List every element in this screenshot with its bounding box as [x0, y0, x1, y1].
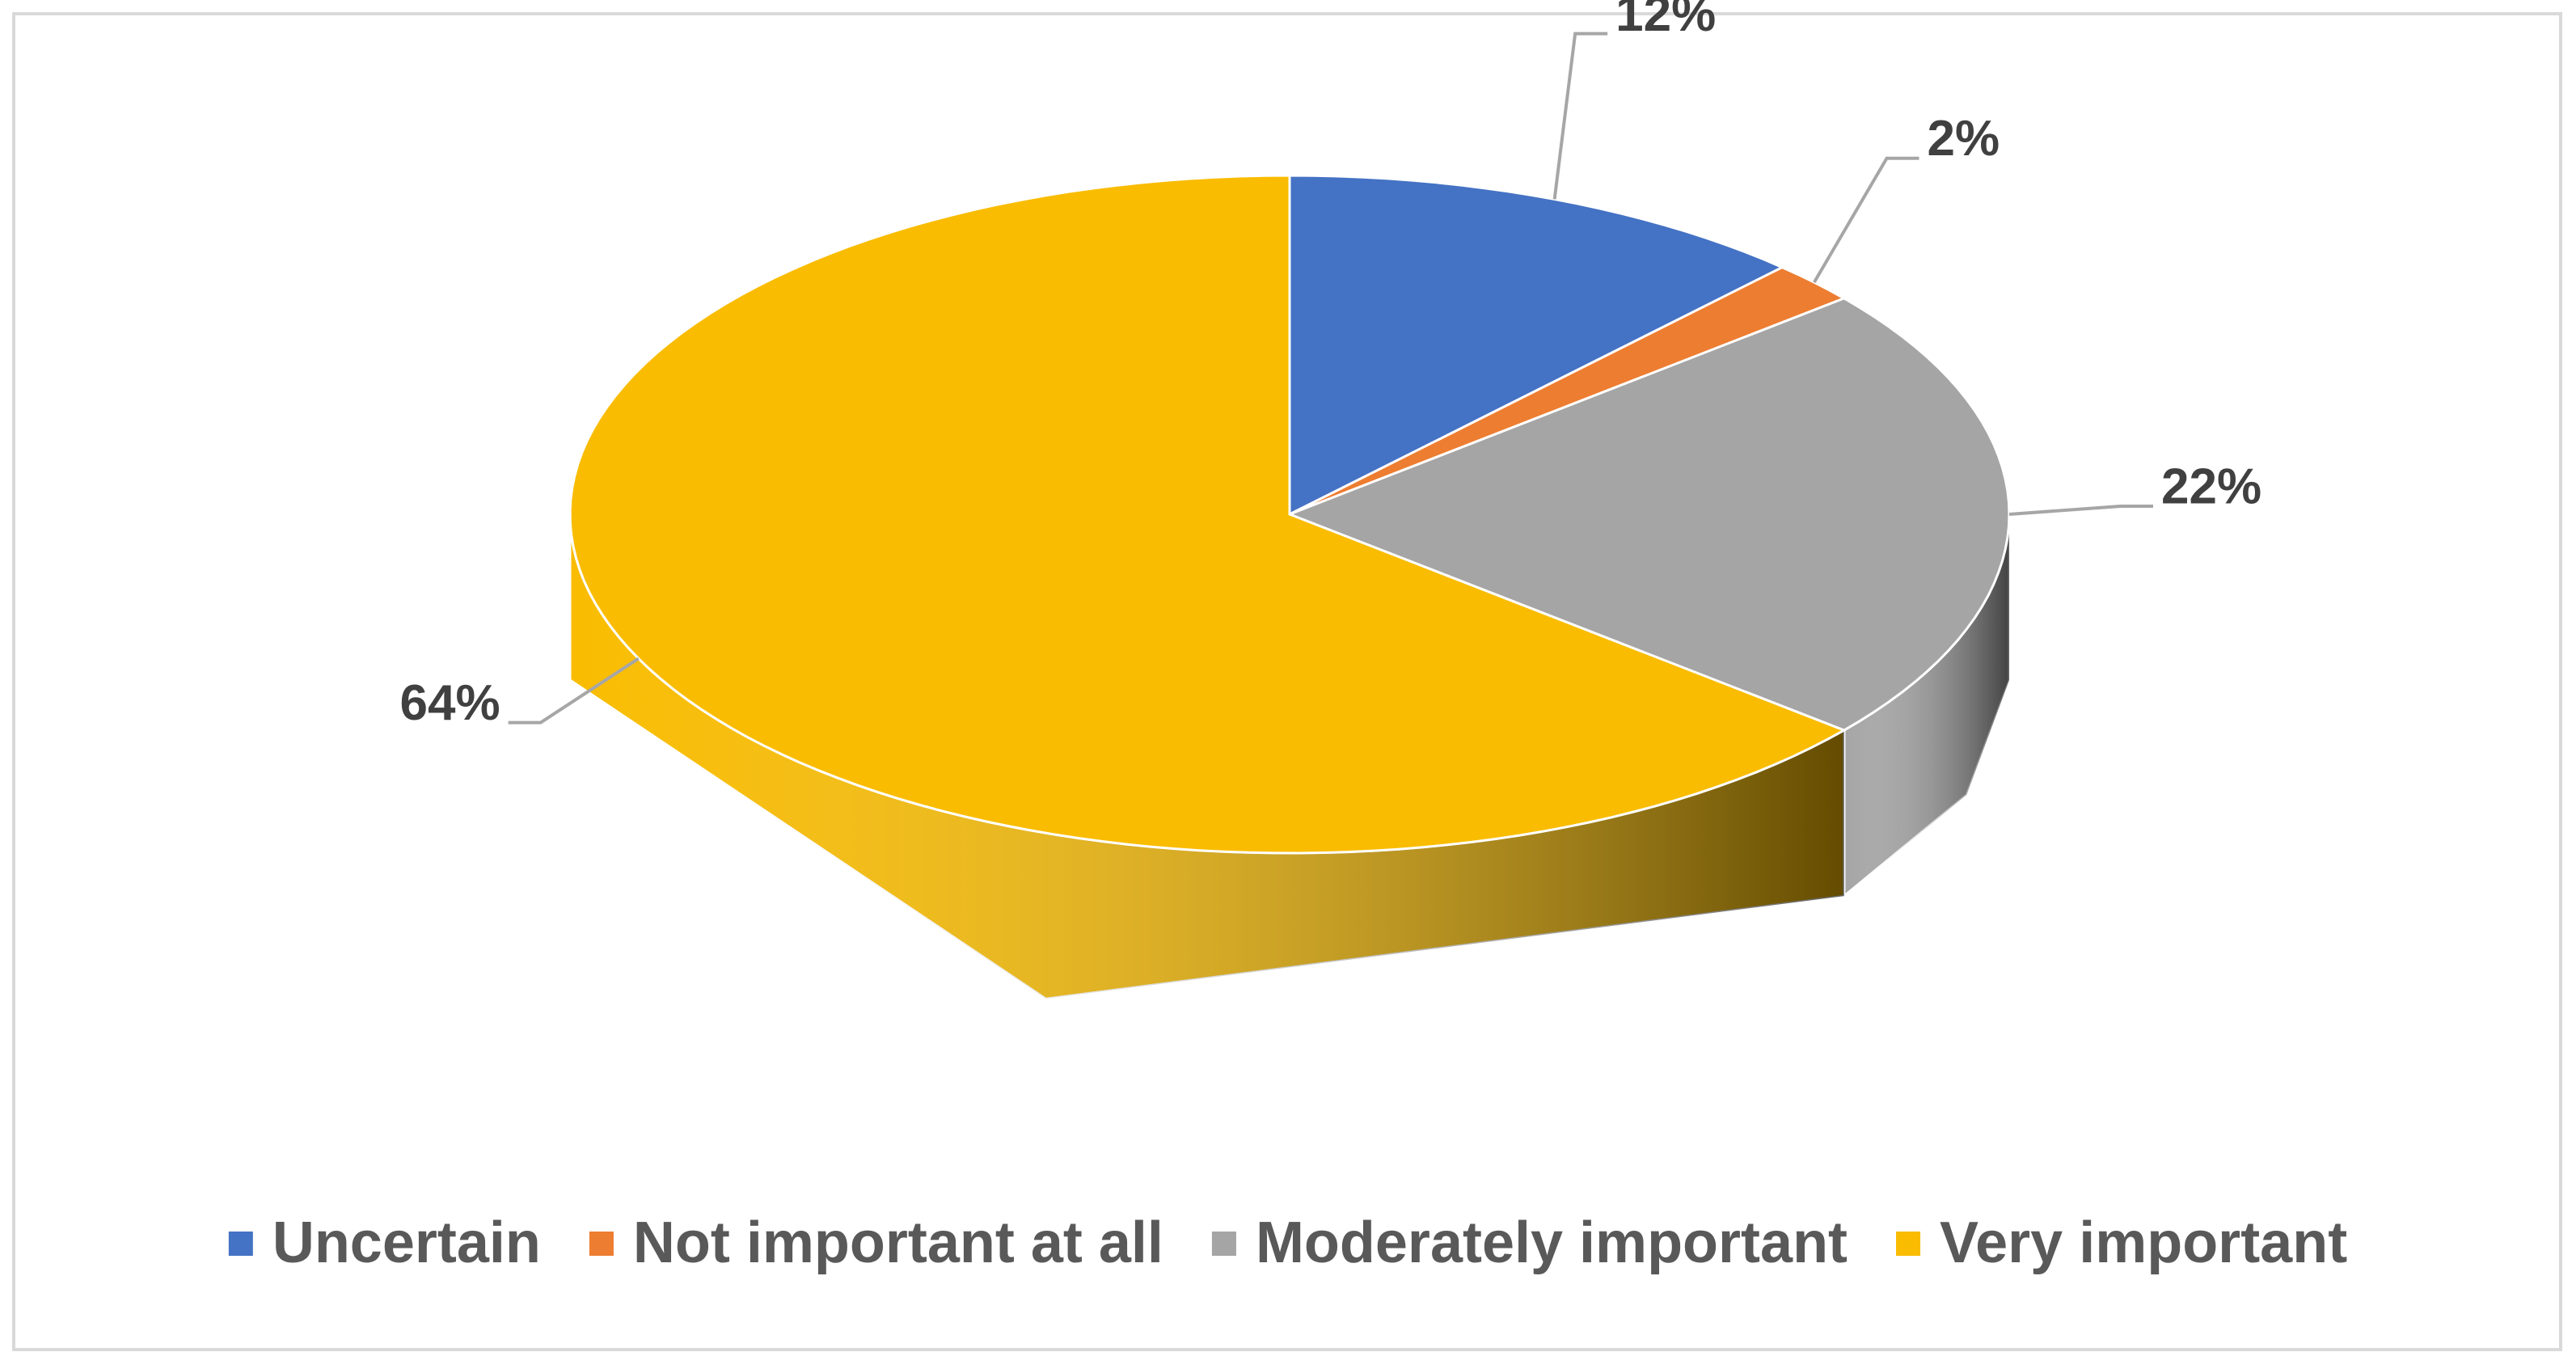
legend-label: Uncertain: [272, 1211, 541, 1275]
legend-swatch: [228, 1232, 253, 1256]
legend-swatch: [589, 1232, 614, 1256]
legend-label: Very important: [1940, 1211, 2347, 1275]
legend-label: Not important at all: [633, 1211, 1163, 1275]
leader-line: [1813, 156, 1919, 284]
data-label: 64%: [400, 675, 500, 731]
legend: Uncertain Not important at all Moderately …: [228, 1211, 2347, 1275]
legend-swatch: [1896, 1232, 1921, 1256]
data-label: 22%: [2161, 458, 2261, 514]
data-label: 2%: [1928, 111, 2000, 167]
legend-label: Moderately important: [1256, 1211, 1848, 1275]
legend-swatch: [1211, 1232, 1236, 1256]
leader-line: [508, 657, 640, 725]
data-label: 12%: [1615, 0, 1716, 42]
leader-line: [1552, 32, 1608, 200]
leader-line: [2008, 505, 2153, 516]
